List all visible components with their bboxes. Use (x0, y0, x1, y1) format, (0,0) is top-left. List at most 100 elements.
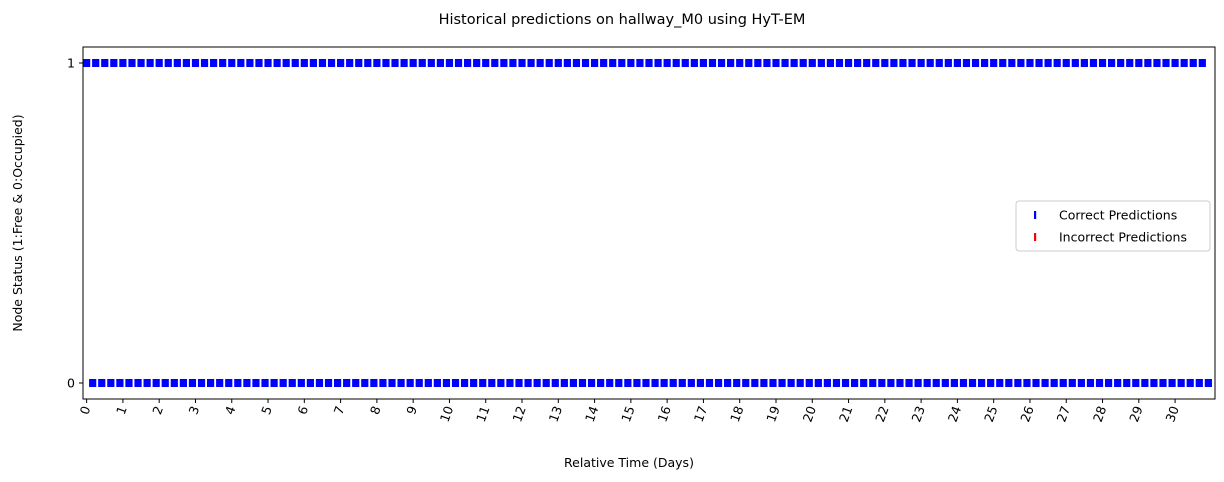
data-point (454, 59, 463, 67)
x-tick-label: 23 (908, 404, 928, 424)
data-point (418, 59, 426, 67)
data-point (727, 59, 735, 67)
data-point (361, 379, 369, 387)
data-point (343, 379, 351, 387)
data-point (315, 379, 324, 387)
data-point (624, 379, 632, 387)
data-point (134, 379, 142, 387)
data-point (672, 59, 680, 67)
data-point (533, 379, 541, 387)
data-point (814, 379, 822, 387)
data-point (152, 379, 160, 387)
data-point (714, 379, 723, 387)
data-point (917, 59, 925, 67)
data-point (460, 379, 469, 387)
legend-label: Correct Predictions (1059, 208, 1177, 223)
data-point (279, 379, 287, 387)
data-point (826, 59, 835, 67)
data-point (978, 379, 986, 387)
data-point (1104, 379, 1113, 387)
data-point (687, 379, 695, 387)
series-correct-predictions (83, 59, 1212, 387)
data-point (751, 379, 759, 387)
data-point (473, 59, 481, 67)
data-point (609, 59, 617, 67)
data-point (1071, 59, 1079, 67)
data-point (863, 59, 871, 67)
data-point (1162, 59, 1170, 67)
data-point (851, 379, 859, 387)
data-point (515, 379, 523, 387)
data-point (1195, 379, 1203, 387)
x-tick-label: 25 (981, 404, 1001, 424)
data-point (500, 59, 508, 67)
data-point (1062, 59, 1070, 67)
data-point (92, 59, 100, 67)
data-point (778, 379, 786, 387)
data-point (950, 379, 958, 387)
data-point (1041, 379, 1049, 387)
data-point (470, 379, 478, 387)
data-point (1050, 379, 1058, 387)
data-point (1005, 379, 1013, 387)
data-point (799, 59, 807, 67)
data-point (908, 59, 916, 67)
data-point (415, 379, 423, 387)
data-point (297, 379, 305, 387)
data-point (563, 59, 571, 67)
plot-frame (82, 46, 1216, 400)
x-tick-label: 17 (691, 404, 711, 424)
data-point (346, 59, 354, 67)
data-point (482, 59, 490, 67)
data-point (409, 59, 417, 67)
data-point (1123, 379, 1131, 387)
x-tick-label: 9 (403, 404, 420, 417)
data-point (234, 379, 242, 387)
data-point (170, 379, 178, 387)
data-point (914, 379, 922, 387)
data-point (760, 379, 768, 387)
data-point (663, 59, 671, 67)
data-point (887, 379, 895, 387)
data-point (953, 59, 961, 67)
data-point (445, 59, 454, 67)
data-point (161, 379, 169, 387)
data-point (860, 379, 868, 387)
data-point (1114, 379, 1122, 387)
data-point (724, 379, 732, 387)
data-point (1108, 59, 1116, 67)
data-point (188, 379, 197, 387)
data-point (433, 379, 441, 387)
data-point (318, 59, 327, 67)
data-point (669, 379, 677, 387)
data-point (146, 59, 154, 67)
data-point (110, 59, 118, 67)
data-point (427, 59, 435, 67)
data-point (905, 379, 913, 387)
data-point (479, 379, 487, 387)
x-tick-label: 7 (331, 404, 348, 417)
data-point (364, 59, 372, 67)
data-point (400, 59, 408, 67)
x-tick-label: 16 (654, 404, 674, 424)
data-point (881, 59, 889, 67)
data-point (1177, 379, 1185, 387)
x-tick-label: 18 (727, 404, 747, 424)
data-point (1098, 59, 1107, 67)
x-tick-label: 8 (367, 404, 384, 417)
data-point (763, 59, 771, 67)
legend-box (1015, 200, 1211, 252)
data-point (370, 379, 378, 387)
data-point (999, 59, 1007, 67)
data-point (536, 59, 544, 67)
data-point (569, 379, 578, 387)
data-point (844, 59, 853, 67)
data-point (578, 379, 587, 387)
data-point (327, 59, 336, 67)
data-point (1132, 379, 1140, 387)
data-point (926, 59, 934, 67)
data-point (324, 379, 333, 387)
data-point (509, 59, 517, 67)
data-point (373, 59, 381, 67)
data-point (805, 379, 813, 387)
